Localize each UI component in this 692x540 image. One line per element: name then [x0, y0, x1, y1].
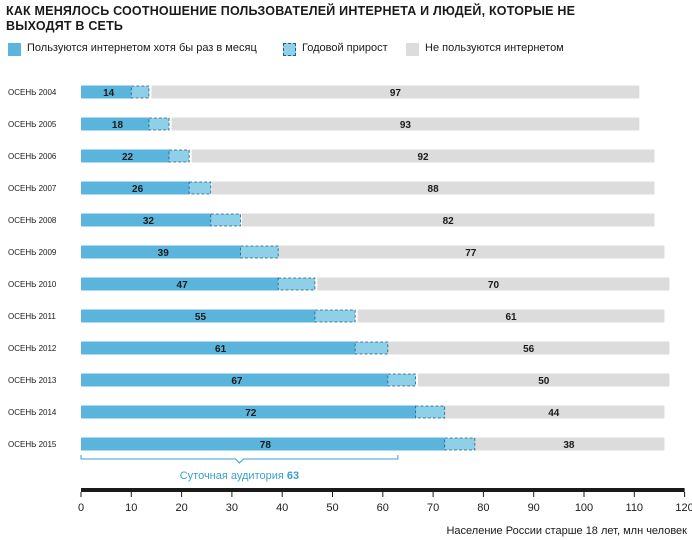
chart-title: КАК МЕНЯЛОСЬ СООТНОШЕНИЕ ПОЛЬЗОВАТЕЛЕЙ И…	[6, 4, 576, 33]
bar-nonusers	[171, 117, 640, 131]
x-axis-line	[81, 488, 685, 492]
bar-growth	[148, 117, 170, 131]
data-label-nonusers: 44	[548, 408, 560, 419]
bar-nonusers	[191, 149, 655, 163]
bar-users	[81, 181, 190, 195]
data-label-nonusers: 93	[400, 120, 412, 131]
annotation-text: Суточная аудитория	[180, 470, 287, 482]
data-label-users: 18	[112, 120, 124, 131]
x-tick-label: 70	[427, 502, 439, 514]
category-label: ОСЕНЬ 2011	[8, 312, 56, 321]
data-label-nonusers: 38	[563, 440, 575, 451]
data-label-users: 14	[103, 88, 115, 99]
bar-users	[81, 85, 132, 99]
bar-nonusers	[357, 309, 665, 323]
x-tick-label: 50	[326, 502, 338, 514]
legend-swatch-users	[8, 43, 21, 56]
data-label-nonusers: 61	[506, 312, 518, 323]
data-label-users: 22	[122, 152, 134, 163]
category-label: ОСЕНЬ 2010	[8, 280, 57, 289]
x-tick-label: 110	[626, 502, 644, 514]
category-label: ОСЕНЬ 2004	[8, 88, 57, 97]
legend-label-users: Пользуются интернетом хотя бы раз в меся…	[27, 42, 257, 54]
annotation-value: 63	[287, 470, 299, 482]
bar-nonusers	[151, 85, 640, 99]
x-tick-label: 80	[477, 502, 489, 514]
bar-growth	[387, 373, 416, 387]
bar-nonusers	[418, 373, 670, 387]
data-label-nonusers: 82	[443, 216, 455, 227]
category-label: ОСЕНЬ 2015	[8, 440, 57, 449]
data-label-nonusers: 88	[428, 184, 440, 195]
bar-nonusers	[241, 213, 655, 227]
x-tick-label: 120	[675, 502, 692, 514]
x-tick-label: 10	[125, 502, 137, 514]
data-label-users: 32	[143, 216, 155, 227]
category-label: ОСЕНЬ 2014	[8, 408, 57, 417]
bar-users	[81, 245, 241, 259]
category-label: ОСЕНЬ 2009	[8, 248, 57, 257]
data-label-nonusers: 92	[417, 152, 429, 163]
x-tick-label: 30	[226, 502, 238, 514]
bar-growth	[444, 437, 476, 451]
data-label-users: 26	[132, 184, 144, 195]
bar-growth	[277, 277, 316, 291]
data-label-users: 39	[158, 248, 170, 259]
bar-growth	[168, 149, 190, 163]
bar-users	[81, 213, 211, 227]
bar-nonusers	[211, 181, 655, 195]
annotation-label: Суточная аудитория 63	[180, 470, 299, 482]
bar-users	[81, 149, 170, 163]
bar-nonusers	[443, 405, 665, 419]
bar-nonusers	[317, 277, 670, 291]
data-label-nonusers: 50	[538, 376, 550, 387]
bar-growth	[354, 341, 389, 355]
data-label-users: 67	[231, 376, 243, 387]
category-label: ОСЕНЬ 2013	[8, 376, 57, 385]
bar-growth	[240, 245, 279, 259]
bar-users	[81, 341, 356, 355]
category-label: ОСЕНЬ 2008	[8, 216, 57, 225]
data-label-nonusers: 77	[465, 248, 477, 259]
bar-users	[81, 309, 315, 323]
legend-label-growth: Годовой прирост	[302, 42, 388, 54]
data-label-nonusers: 97	[390, 88, 402, 99]
legend-swatch-growth	[283, 43, 296, 56]
x-tick-label: 20	[175, 502, 187, 514]
legend-label-nonusers: Не пользуются интернетом	[425, 42, 564, 54]
bar-growth	[210, 213, 241, 227]
category-label: ОСЕНЬ 2006	[8, 152, 57, 161]
bar-nonusers	[387, 341, 670, 355]
bar-users	[81, 405, 416, 419]
bar-nonusers	[473, 437, 665, 451]
x-tick-label: 40	[276, 502, 288, 514]
bar-growth	[314, 309, 356, 323]
bar-growth	[130, 85, 150, 99]
x-tick-label: 60	[377, 502, 389, 514]
category-label: ОСЕНЬ 2012	[8, 344, 57, 353]
x-tick-label: 0	[78, 502, 84, 514]
category-label: ОСЕНЬ 2005	[8, 120, 57, 129]
x-tick-label: 100	[575, 502, 593, 514]
annotation-bracket	[80, 455, 399, 464]
bar-users	[81, 117, 149, 131]
x-axis-title: Население России старше 18 лет, млн чело…	[446, 525, 687, 537]
data-label-users: 78	[260, 440, 272, 451]
data-label-users: 61	[215, 344, 227, 355]
bar-users	[81, 437, 445, 451]
x-tick-label: 90	[528, 502, 540, 514]
bar-growth	[188, 181, 212, 195]
category-label: ОСЕНЬ 2007	[8, 184, 57, 193]
bar-nonusers	[277, 245, 665, 259]
data-label-users: 55	[195, 312, 207, 323]
bar-users	[81, 373, 388, 387]
data-label-users: 72	[245, 408, 257, 419]
data-label-nonusers: 70	[488, 280, 500, 291]
bar-users	[81, 277, 279, 291]
data-label-users: 47	[177, 280, 189, 291]
bar-growth	[415, 405, 446, 419]
legend-swatch-nonusers	[406, 43, 419, 56]
data-label-nonusers: 56	[523, 344, 535, 355]
